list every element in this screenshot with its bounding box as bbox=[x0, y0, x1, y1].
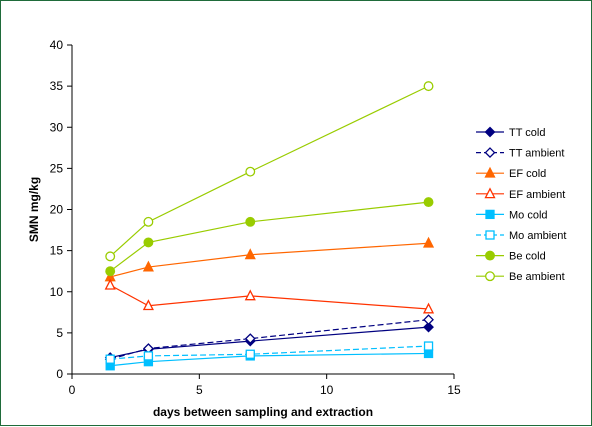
series-line-1 bbox=[110, 319, 429, 360]
data-point bbox=[244, 289, 256, 301]
data-point bbox=[423, 81, 434, 92]
data-point bbox=[245, 166, 256, 177]
data-point bbox=[143, 237, 154, 248]
data-point bbox=[105, 354, 115, 364]
legend-marker bbox=[485, 250, 495, 261]
legend-label: TT ambient bbox=[509, 148, 564, 160]
data-point bbox=[142, 260, 154, 272]
y-tick-label: 25 bbox=[50, 161, 64, 175]
series-line-3 bbox=[109, 284, 429, 310]
x-tick-label: 15 bbox=[447, 383, 461, 397]
x-tick-label: 0 bbox=[69, 383, 76, 397]
legend-label: Mo ambient bbox=[509, 230, 566, 242]
legend-label: TT cold bbox=[509, 127, 545, 139]
plot-area: 0 5 10 15 20 25 30 35 40 0 5 10 15 bbox=[50, 38, 461, 397]
data-point bbox=[423, 314, 434, 326]
series-line-7 bbox=[109, 85, 429, 257]
legend-marker bbox=[485, 271, 495, 282]
data-point bbox=[422, 236, 435, 248]
legend-marker bbox=[485, 230, 495, 240]
data-point bbox=[423, 341, 434, 351]
y-tick-label: 10 bbox=[50, 285, 64, 299]
legend: TT cold TT ambient EF cold EF ambient Mo col… bbox=[476, 126, 566, 283]
data-point bbox=[143, 216, 154, 227]
legend-marker bbox=[484, 147, 496, 159]
legend-label: EF ambient bbox=[509, 189, 565, 201]
data-point bbox=[142, 299, 154, 311]
y-tick-label: 35 bbox=[50, 79, 64, 93]
data-point bbox=[105, 251, 116, 262]
y-tick-label: 30 bbox=[50, 120, 64, 134]
y-tick-label: 0 bbox=[56, 367, 63, 381]
legend-label: EF cold bbox=[509, 168, 546, 180]
x-tick-label: 10 bbox=[320, 383, 334, 397]
series-line-6 bbox=[109, 201, 429, 272]
data-point bbox=[245, 216, 256, 227]
y-tick-label: 5 bbox=[56, 326, 63, 340]
data-point bbox=[423, 321, 434, 333]
data-point bbox=[244, 333, 256, 345]
series-line-2 bbox=[110, 242, 429, 278]
y-tick-label: 15 bbox=[50, 244, 64, 258]
legend-label: Be cold bbox=[509, 251, 546, 263]
legend-marker bbox=[484, 166, 496, 178]
x-tick-label: 5 bbox=[196, 383, 203, 397]
data-point bbox=[245, 349, 255, 359]
legend-marker bbox=[485, 209, 495, 220]
x-axis-title: days between sampling and extraction bbox=[153, 405, 373, 419]
data-point bbox=[423, 197, 434, 208]
legend-label: Be ambient bbox=[509, 271, 565, 283]
series-line-5 bbox=[110, 345, 429, 360]
y-tick-label: 40 bbox=[50, 38, 64, 52]
legend-label: Mo cold bbox=[509, 209, 548, 221]
series-line-4 bbox=[110, 352, 429, 367]
y-tick-label: 20 bbox=[50, 203, 64, 217]
data-point bbox=[422, 302, 435, 314]
data-point bbox=[244, 248, 256, 260]
legend-marker bbox=[484, 187, 496, 199]
data-point bbox=[104, 278, 116, 290]
data-point bbox=[105, 266, 116, 277]
legend-marker bbox=[484, 126, 496, 138]
series-line-0 bbox=[110, 326, 429, 359]
y-axis-title: SMN mg/kg bbox=[27, 177, 41, 242]
data-point bbox=[143, 351, 154, 361]
